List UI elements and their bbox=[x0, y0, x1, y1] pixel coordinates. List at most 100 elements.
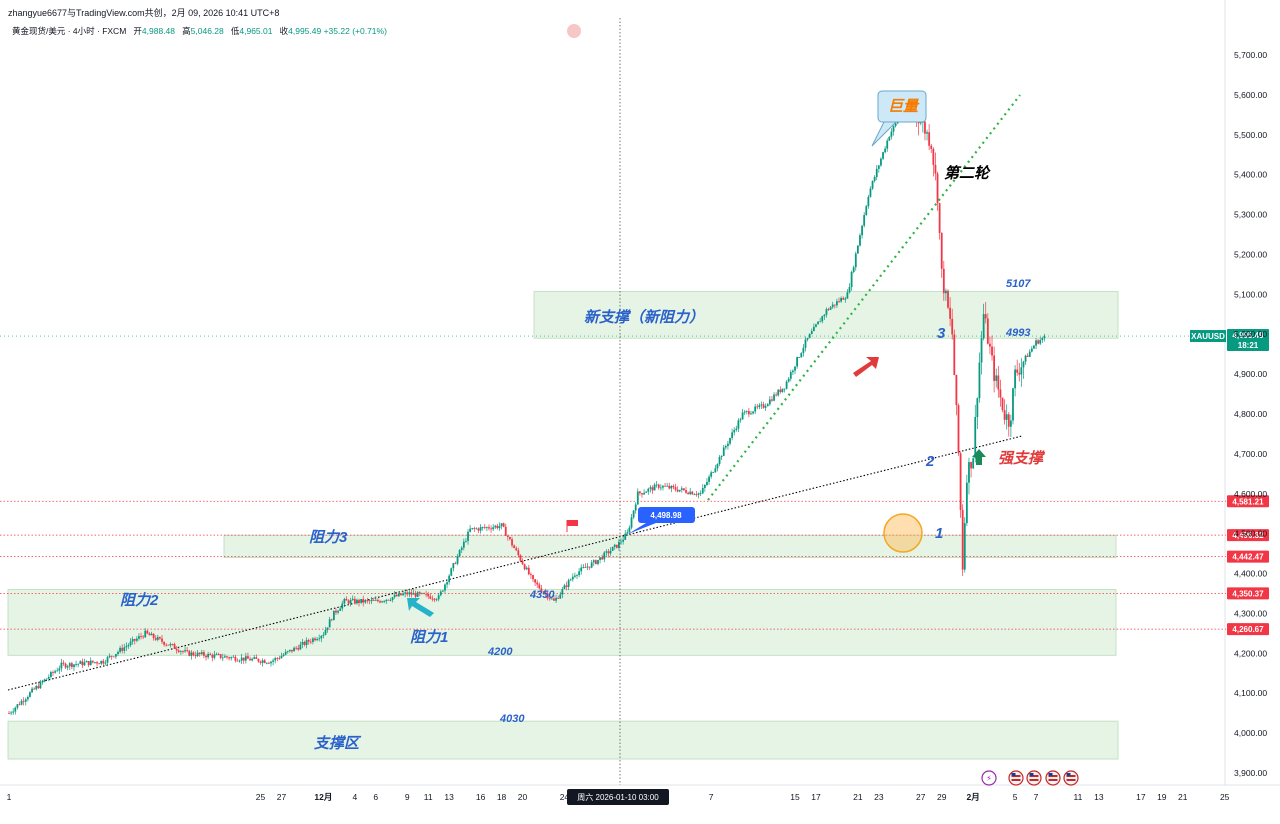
candle-body-167 bbox=[358, 599, 360, 603]
candle-body-23 bbox=[56, 670, 59, 672]
candle-body-158 bbox=[339, 608, 342, 611]
candle-body-310 bbox=[657, 484, 660, 488]
candle-body-173 bbox=[370, 600, 373, 602]
x-tick-label-8: 13 bbox=[444, 792, 454, 802]
candle-body-352 bbox=[745, 411, 748, 412]
price-line-label-bg-4 bbox=[1227, 623, 1269, 636]
candle-body-144 bbox=[309, 641, 312, 643]
candle-body-475 bbox=[1003, 410, 1006, 420]
crosshair-date-label: 周六 2026-01-10 03:00 bbox=[577, 792, 659, 802]
volume-callout-box bbox=[877, 90, 927, 123]
x-tick-label-28: 19 bbox=[1157, 792, 1167, 802]
candle-body-463 bbox=[978, 362, 981, 399]
x-tick-label-11: 20 bbox=[518, 792, 528, 802]
candle-body-363 bbox=[768, 399, 771, 405]
candle-body-376 bbox=[796, 357, 798, 367]
candle-body-80 bbox=[175, 648, 178, 651]
candle-body-31 bbox=[73, 664, 75, 668]
candle-body-127 bbox=[274, 658, 277, 661]
x-tick-label-17: 17 bbox=[811, 792, 821, 802]
trendline-black bbox=[7, 435, 1023, 691]
y-tick-label-8: 4,900.00 bbox=[1234, 369, 1267, 379]
x-tick-label-3: 12月 bbox=[314, 792, 332, 802]
candle-body-487 bbox=[1028, 351, 1031, 357]
candle-body-25 bbox=[60, 662, 63, 669]
y-tick-label-18: 3,900.00 bbox=[1234, 768, 1267, 778]
red-arrow-icon bbox=[853, 357, 879, 377]
candle-body-171 bbox=[366, 600, 369, 601]
candle-body-91 bbox=[198, 652, 201, 655]
candle-body-287 bbox=[609, 550, 612, 554]
candle-body-357 bbox=[756, 406, 759, 408]
candle-body-258 bbox=[548, 598, 551, 600]
candle-body-139 bbox=[299, 644, 302, 650]
us-flag-stripe-a-0 bbox=[1011, 775, 1021, 777]
us-flag-stripe-a-1 bbox=[1029, 775, 1039, 777]
candle-body-319 bbox=[676, 489, 679, 492]
candle-body-442 bbox=[934, 164, 937, 174]
zone-rect-1 bbox=[223, 534, 1117, 558]
candle-body-379 bbox=[802, 347, 805, 353]
y-tick-label-5: 5,200.00 bbox=[1234, 249, 1267, 259]
price-line-label-3: 4,350.37 bbox=[1232, 589, 1264, 598]
us-flag-stripe-b-0 bbox=[1011, 779, 1021, 781]
candle-body-5 bbox=[18, 704, 21, 706]
candle-body-461 bbox=[974, 417, 977, 459]
candle-body-39 bbox=[89, 660, 92, 666]
candle-body-470 bbox=[993, 355, 996, 381]
candle-body-166 bbox=[356, 599, 358, 604]
candle-body-412 bbox=[871, 180, 874, 189]
candle-body-441 bbox=[932, 148, 935, 165]
candle-body-318 bbox=[674, 487, 677, 490]
candle-body-402 bbox=[850, 271, 853, 288]
candle-body-93 bbox=[203, 652, 205, 656]
x-tick-label-22: 2月 bbox=[967, 792, 980, 802]
x-tick-label-12: 24 bbox=[560, 792, 570, 802]
candle-body-231 bbox=[492, 527, 495, 530]
candle-body-201 bbox=[429, 596, 432, 599]
y-tick-label-0: 5,700.00 bbox=[1234, 50, 1267, 60]
candle-body-224 bbox=[477, 528, 480, 531]
candle-body-55 bbox=[123, 647, 126, 651]
candle-body-312 bbox=[662, 485, 664, 488]
candle-body-163 bbox=[349, 600, 352, 604]
candle-body-300 bbox=[636, 491, 639, 505]
candle-body-65 bbox=[144, 630, 147, 638]
candle-body-354 bbox=[750, 413, 752, 415]
candle-body-490 bbox=[1035, 340, 1037, 346]
candle-body-197 bbox=[421, 593, 423, 594]
candle-body-359 bbox=[760, 404, 763, 406]
x-tick-label-26: 13 bbox=[1094, 792, 1104, 802]
candle-body-267 bbox=[567, 580, 570, 587]
us-flag-stripe-a-2 bbox=[1048, 775, 1058, 777]
candle-body-86 bbox=[188, 650, 191, 656]
candle-body-211 bbox=[450, 568, 453, 576]
x-tick-label-23: 5 bbox=[1013, 792, 1018, 802]
candle-body-373 bbox=[789, 372, 792, 379]
candle-body-174 bbox=[372, 600, 375, 601]
candle-body-37 bbox=[85, 661, 88, 663]
candle-body-1 bbox=[10, 712, 12, 714]
y-tick-label-17: 4,000.00 bbox=[1234, 728, 1267, 738]
candle-body-467 bbox=[986, 318, 989, 344]
candle-body-338 bbox=[716, 464, 719, 469]
candle-body-390 bbox=[825, 309, 828, 315]
candle-body-274 bbox=[582, 567, 585, 568]
y-tick-label-3: 5,400.00 bbox=[1234, 170, 1267, 180]
candle-body-307 bbox=[651, 487, 654, 491]
flag-icon bbox=[567, 520, 578, 526]
candle-body-456 bbox=[963, 523, 966, 570]
candle-body-279 bbox=[592, 560, 595, 563]
candle-body-214 bbox=[456, 556, 459, 564]
candle-body-66 bbox=[146, 630, 149, 634]
candle-body-74 bbox=[163, 641, 166, 645]
candle-body-185 bbox=[395, 594, 398, 597]
candle-body-36 bbox=[83, 662, 86, 666]
candle-body-323 bbox=[685, 490, 687, 493]
candle-body-372 bbox=[787, 378, 790, 382]
candle-body-123 bbox=[265, 662, 268, 664]
candle-body-403 bbox=[852, 267, 855, 272]
callout-price-pointer bbox=[628, 523, 656, 534]
candle-body-13 bbox=[35, 686, 38, 690]
